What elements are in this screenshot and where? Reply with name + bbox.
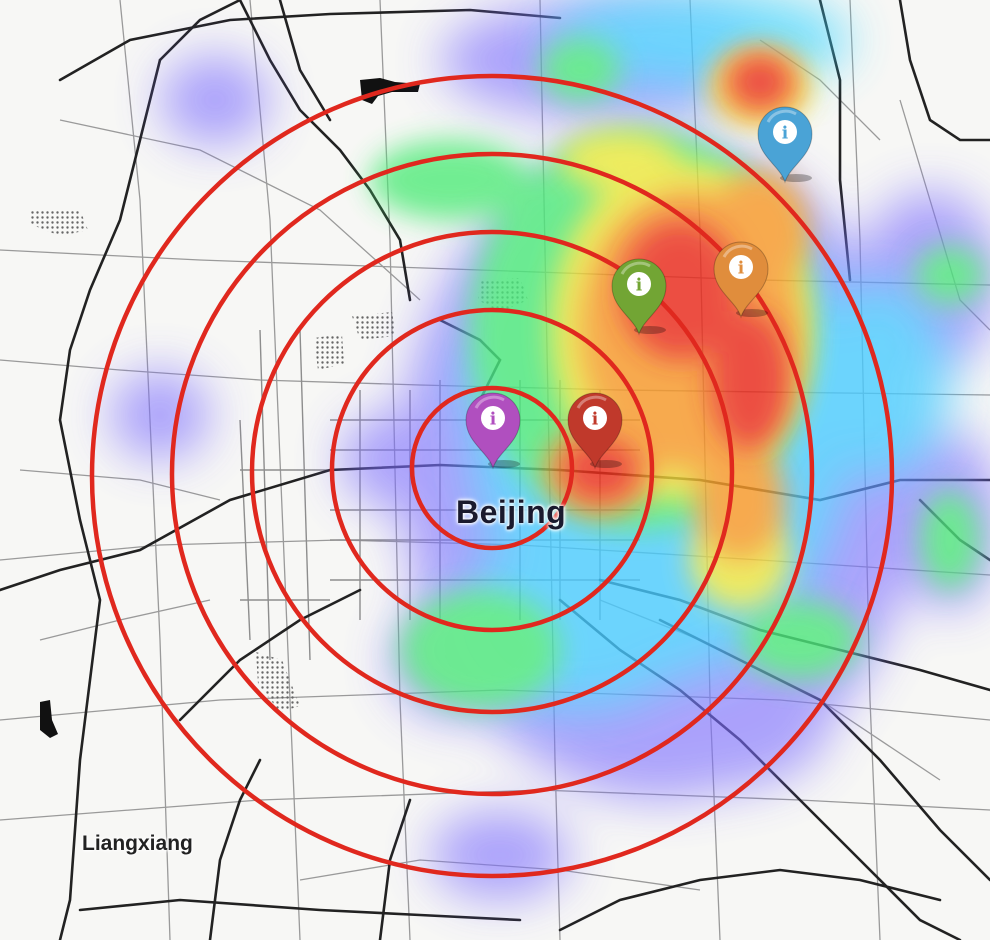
info-icon: i <box>757 106 813 184</box>
svg-text:i: i <box>490 410 497 430</box>
svg-text:i: i <box>636 276 643 296</box>
map-marker-blue[interactable]: i <box>756 104 814 184</box>
info-icon: i <box>611 258 667 336</box>
city-label-liangxiang: Liangxiang <box>82 832 193 855</box>
range-ring-5 <box>89 73 895 879</box>
info-icon: i <box>713 241 769 319</box>
range-ring-1 <box>409 385 575 551</box>
svg-text:i: i <box>782 124 789 144</box>
city-label-beijing: Beijing <box>456 494 567 530</box>
range-ring-3 <box>249 229 735 715</box>
range-ring-4 <box>169 151 815 797</box>
range-ring-2 <box>329 307 655 633</box>
map-marker-red[interactable]: i <box>566 390 624 470</box>
info-icon: i <box>567 392 623 470</box>
map-marker-green[interactable]: i <box>610 256 668 336</box>
svg-text:i: i <box>592 410 599 430</box>
map-marker-purple[interactable]: i <box>464 390 522 470</box>
map-marker-orange[interactable]: i <box>712 239 770 319</box>
svg-text:i: i <box>738 259 745 279</box>
info-icon: i <box>465 392 521 470</box>
